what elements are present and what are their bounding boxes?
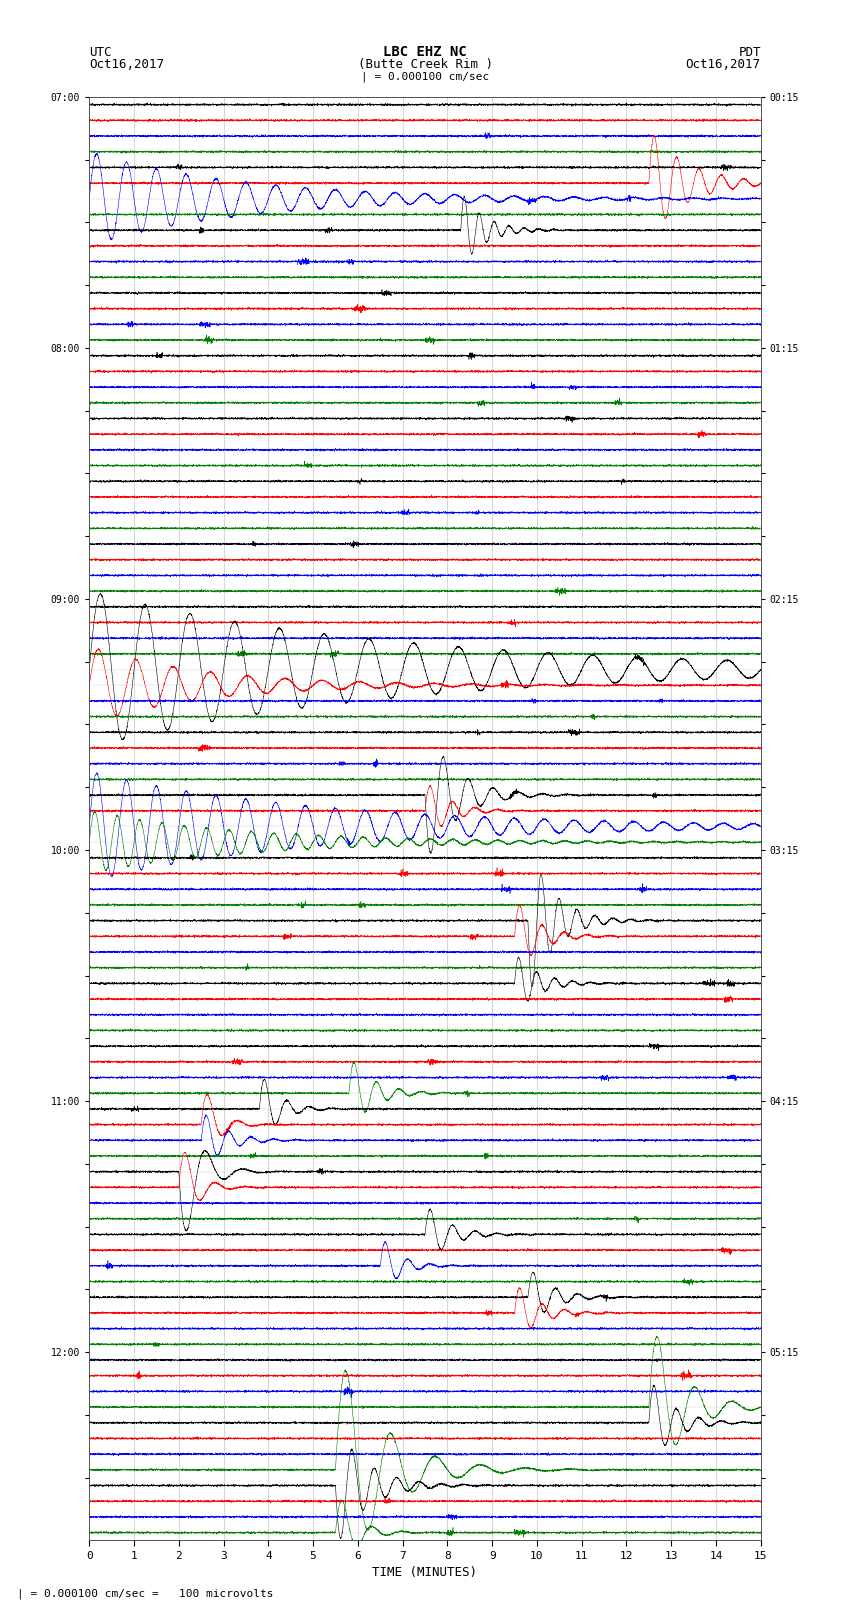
Text: (Butte Creek Rim ): (Butte Creek Rim ) [358, 58, 492, 71]
Text: | = 0.000100 cm/sec: | = 0.000100 cm/sec [361, 71, 489, 82]
Text: UTC: UTC [89, 45, 111, 60]
Text: | = 0.000100 cm/sec =   100 microvolts: | = 0.000100 cm/sec = 100 microvolts [17, 1589, 274, 1598]
X-axis label: TIME (MINUTES): TIME (MINUTES) [372, 1566, 478, 1579]
Text: Oct16,2017: Oct16,2017 [89, 58, 164, 71]
Text: LBC EHZ NC: LBC EHZ NC [383, 45, 467, 60]
Text: PDT: PDT [739, 45, 761, 60]
Text: Oct16,2017: Oct16,2017 [686, 58, 761, 71]
